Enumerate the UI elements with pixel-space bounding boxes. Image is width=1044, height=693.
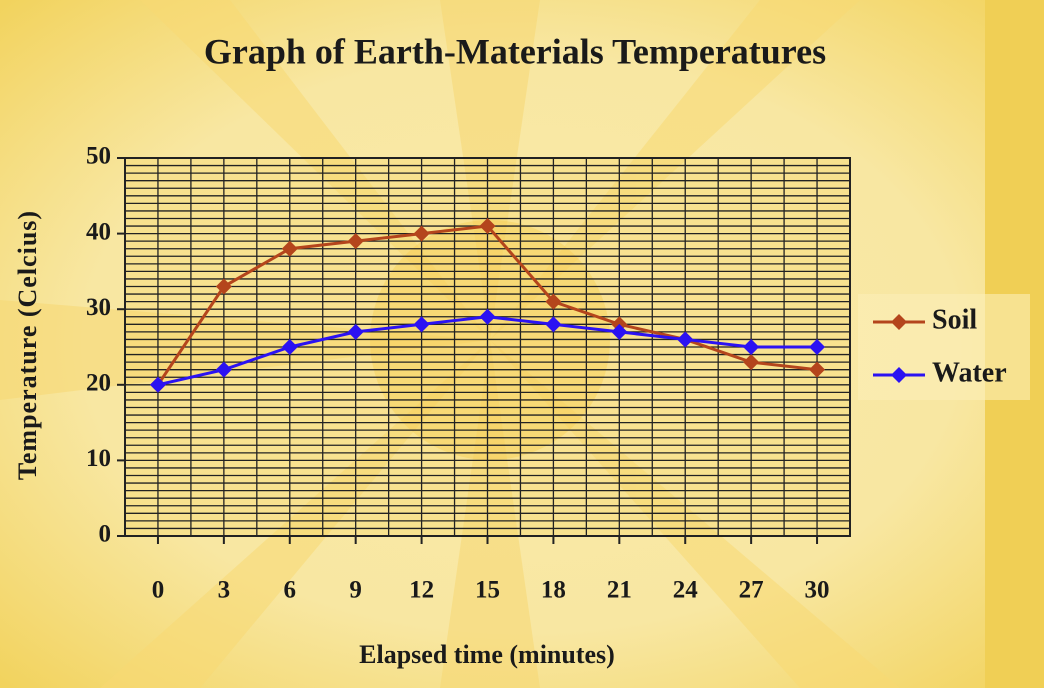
data-point (347, 233, 364, 250)
plot-frame (124, 157, 851, 537)
y-axis-label: Temperature (Celcius) (13, 210, 42, 480)
x-tick-label: 0 (152, 577, 165, 604)
data-point (149, 376, 166, 393)
x-axis-label: Elapsed time (minutes) (359, 640, 615, 669)
data-point (611, 323, 628, 340)
data-point (347, 323, 364, 340)
data-point (743, 339, 760, 355)
y-tick-label: 20 (86, 370, 111, 397)
legend-box (858, 294, 1030, 400)
data-point (413, 316, 430, 333)
legend-label: Water (932, 357, 1007, 388)
y-tick-label: 10 (86, 445, 111, 472)
y-tick-label: 50 (86, 143, 111, 170)
data-point (743, 354, 760, 371)
legend-marker (891, 314, 907, 330)
x-tick-label: 3 (218, 577, 231, 604)
x-tick-label: 15 (475, 577, 500, 604)
data-point (281, 240, 298, 257)
data-point (479, 308, 496, 325)
y-tick-label: 40 (86, 218, 111, 245)
y-tick-label: 30 (86, 294, 111, 321)
data-point (413, 225, 430, 242)
data-point (677, 331, 694, 348)
x-tick-label: 12 (409, 577, 434, 604)
data-point (545, 293, 562, 310)
legend-label: Soil (932, 304, 977, 335)
data-point (809, 361, 826, 378)
data-point (215, 278, 232, 295)
x-tick-label: 21 (607, 577, 632, 604)
legend-marker (891, 367, 907, 383)
data-point (545, 316, 562, 333)
x-tick-label: 27 (739, 577, 764, 604)
data-point (479, 218, 496, 235)
x-tick-label: 18 (541, 577, 566, 604)
y-tick-label: 0 (99, 521, 112, 548)
data-point (809, 339, 826, 355)
chart-title: Graph of Earth-Materials Temperatures (204, 31, 826, 71)
x-tick-label: 30 (805, 577, 830, 604)
data-point (215, 361, 232, 378)
x-tick-label: 24 (673, 577, 699, 604)
data-point (281, 339, 298, 355)
sunburst (0, 0, 900, 688)
x-tick-label: 9 (349, 577, 362, 604)
x-tick-label: 6 (284, 577, 297, 604)
